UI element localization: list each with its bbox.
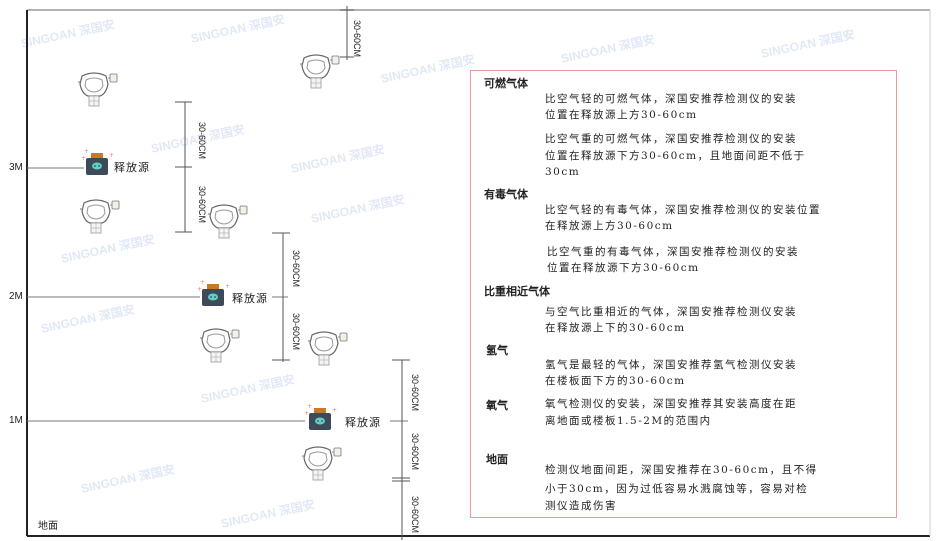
gas-detector — [199, 328, 240, 363]
toxic-heavier-line: 位置在释放源下方30-60cm — [547, 262, 700, 274]
level-label-2m: 2M — [9, 291, 23, 302]
gas-detector — [301, 446, 342, 481]
release-source-3m — [81, 148, 115, 175]
hydrogen-line: 在楼板面下方的30-60cm — [545, 375, 686, 387]
dimension-label: 30-60CM — [291, 250, 301, 288]
source-label: 释放源 — [232, 292, 268, 305]
release-source-2m — [197, 279, 231, 306]
level-label-1m: 1M — [9, 415, 23, 426]
hydrogen-line: 氢气是最轻的气体，深国安推荐氢气检测仪安装 — [545, 359, 797, 371]
ground-line: 检测仪地面间距，深国安推荐在30-60cm，且不得 — [545, 464, 818, 476]
gas-detector — [79, 199, 120, 234]
source-label: 释放源 — [114, 161, 150, 174]
dimension-label: 30-60CM — [410, 374, 420, 412]
section-title-oxygen: 氧气 — [486, 399, 508, 412]
combustible-heavier-line: 位置在释放源下方30-60cm，且地面间距不低于 — [545, 150, 806, 162]
toxic-heavier-line: 比空气重的有毒气体，深国安推荐检测仪的安装 — [547, 246, 799, 258]
level-label-3m: 3M — [9, 162, 23, 173]
source-label: 释放源 — [345, 416, 381, 429]
gas-detector — [299, 54, 340, 89]
oxygen-line: 氧气检测仪的安装，深国安推荐其安装高度在距 — [545, 398, 797, 410]
toxic-lighter-line: 比空气轻的有毒气体，深国安推荐检测仪的安装位置 — [545, 204, 821, 216]
dimension-label: 30-60CM — [410, 496, 420, 534]
dimension-lines — [175, 6, 410, 540]
section-title-similar: 比重相近气体 — [484, 285, 550, 298]
dimension-label: 30-60CM — [197, 186, 207, 224]
ground-line: 测仪造成伤害 — [545, 500, 617, 512]
combustible-lighter-line: 位置在释放源上方30-60cm — [545, 109, 698, 121]
dimension-label: 30-60CM — [291, 313, 301, 351]
combustible-heavier-line: 30cm — [545, 166, 581, 178]
gas-detector — [77, 72, 118, 107]
guidelines-panel — [470, 70, 897, 518]
ground-line: 小于30cm，因为过低容易水溅腐蚀等，容易对检 — [545, 483, 809, 495]
release-source-1m — [304, 403, 338, 430]
gas-detector — [307, 331, 348, 366]
dimension-label: 30-60CM — [410, 433, 420, 471]
section-title-ground: 地面 — [486, 453, 508, 466]
toxic-lighter-line: 在释放源上方30-60cm — [545, 220, 674, 232]
combustible-lighter-line: 比空气轻的可燃气体，深国安推荐检测仪的安装 — [545, 93, 797, 105]
section-title-hydrogen: 氢气 — [486, 344, 508, 357]
combustible-heavier-line: 比空气重的可燃气体，深国安推荐检测仪的安装 — [545, 133, 797, 145]
gas-detector — [207, 204, 248, 239]
dimension-label: 30-60CM — [352, 20, 362, 58]
section-title-toxic: 有毒气体 — [484, 188, 528, 201]
similar-line: 与空气比重相近的气体，深国安推荐检测仪安装 — [545, 306, 797, 318]
dimension-label: 30-60CM — [197, 122, 207, 160]
section-title-combustible: 可燃气体 — [484, 77, 528, 90]
floor-label: 地面 — [38, 521, 58, 532]
similar-line: 在释放源上下的30-60cm — [545, 322, 686, 334]
oxygen-line: 离地面或楼板1.5-2M的范围内 — [545, 415, 712, 427]
